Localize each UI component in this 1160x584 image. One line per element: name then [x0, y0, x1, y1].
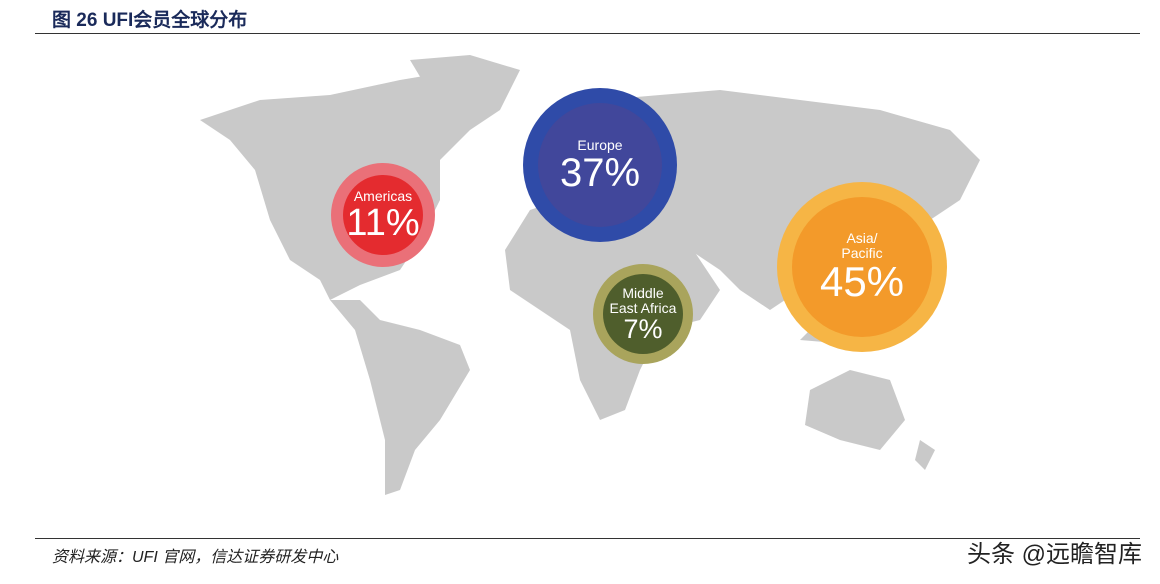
region-label: Middle East Africa [609, 284, 677, 316]
value-label: 37% [559, 150, 641, 195]
region-label: Europe [577, 136, 623, 153]
bubble-core: Americas 11% [343, 175, 423, 255]
bottom-rule [35, 538, 1140, 539]
bubble: Europe 37% [523, 88, 677, 242]
value-label: 45% [819, 258, 905, 305]
bubble-core: Middle East Africa 7% [603, 274, 683, 354]
source-note: 资料来源：UFI 官网，信达证券研发中心 [52, 549, 339, 566]
value-label: 7% [623, 313, 663, 344]
region-label: Americas [353, 187, 413, 204]
figure-title: 图 26 UFI会员全球分布 [52, 10, 248, 31]
bubble: Asia/ Pacific 45% [777, 182, 947, 352]
region-label: Asia/ Pacific [841, 230, 883, 261]
value-label: 11% [346, 201, 420, 244]
bubble-core: Asia/ Pacific 45% [792, 197, 932, 337]
bubble: Middle East Africa 7% [593, 264, 693, 364]
top-rule [35, 33, 1140, 34]
watermark: 头条 @远瞻智库 [966, 541, 1142, 568]
bubble-core: Europe 37% [538, 103, 662, 227]
bubble: Americas 11% [331, 163, 435, 267]
